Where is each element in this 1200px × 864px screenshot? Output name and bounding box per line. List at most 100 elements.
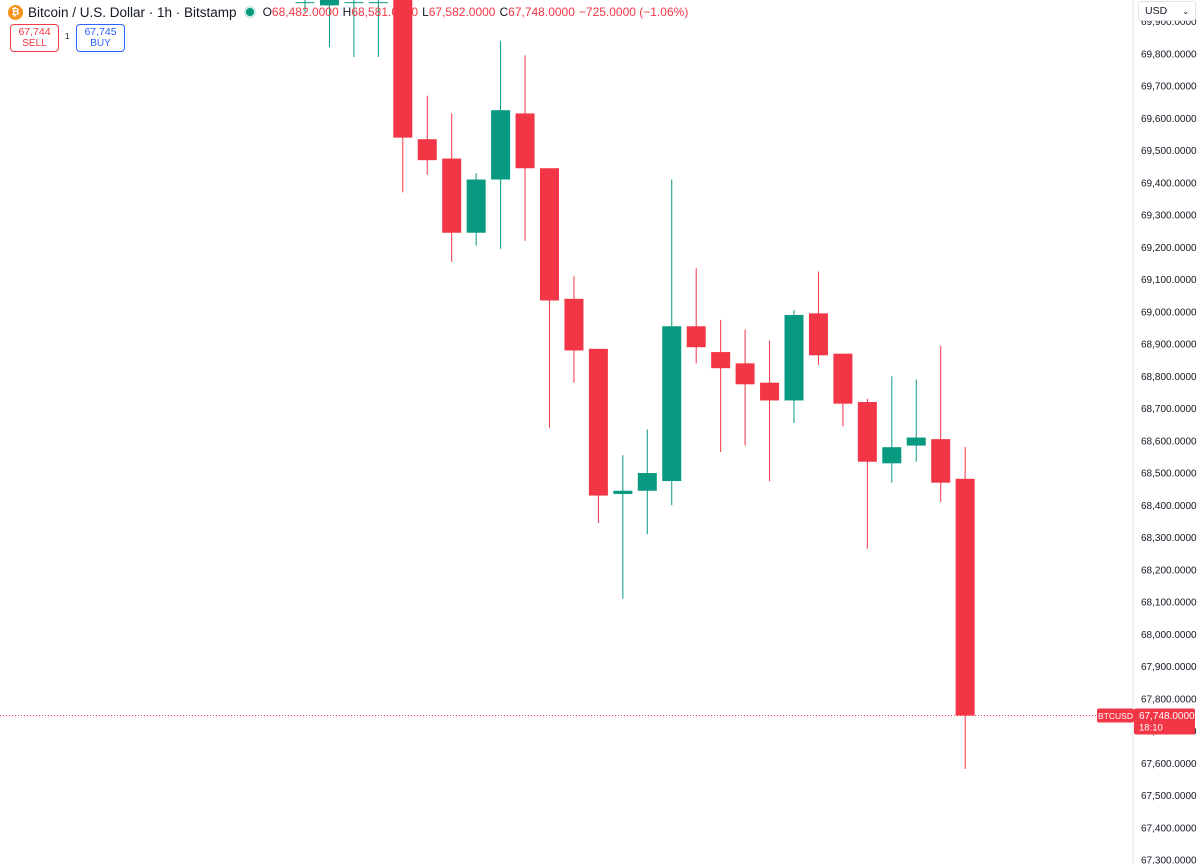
candle-body xyxy=(882,447,902,464)
candle-body xyxy=(833,353,853,404)
spread-value: 1 xyxy=(65,32,70,41)
last-price-tag xyxy=(1134,708,1195,735)
candle[interactable] xyxy=(540,168,559,428)
candle-body xyxy=(491,110,511,180)
candle-body xyxy=(686,326,706,348)
candle-body xyxy=(711,352,731,369)
ohlc-change: −725.0000 (−1.06%) xyxy=(578,5,689,19)
last-price-label: 67,748.0000 xyxy=(1139,711,1195,722)
candle-body xyxy=(735,363,755,385)
price-axis-tick-label: 68,400.0000 xyxy=(1141,501,1197,512)
ohlc-open-value: 68,482.0000 xyxy=(271,5,339,19)
symbol-title[interactable]: Bitcoin / U.S. Dollar · 1h · Bitstamp xyxy=(28,4,237,20)
candle[interactable] xyxy=(637,429,657,535)
candle[interactable] xyxy=(295,0,315,12)
candle[interactable] xyxy=(662,179,682,506)
candle[interactable] xyxy=(319,0,339,48)
candle[interactable] xyxy=(833,353,853,427)
candle[interactable] xyxy=(784,310,804,424)
ohlc-open-label: O xyxy=(262,5,272,19)
symbol-tag-label: BTCUSD xyxy=(1098,711,1133,721)
candle-body xyxy=(637,473,657,491)
candle-body xyxy=(515,113,535,169)
ohlc-high-value: 68,581.0000 xyxy=(351,5,419,19)
price-axis-tick-label: 68,300.0000 xyxy=(1141,533,1197,544)
price-axis-tick-label: 68,200.0000 xyxy=(1141,565,1197,576)
candle[interactable] xyxy=(417,95,437,175)
candle-body xyxy=(417,139,437,161)
candle-body xyxy=(466,179,486,233)
ohlc-low-value: 67,582.0000 xyxy=(428,5,496,19)
symbol-tag xyxy=(1097,708,1134,723)
currency-value: USD xyxy=(1145,5,1168,17)
candle-body xyxy=(955,478,975,716)
candle[interactable] xyxy=(344,0,364,57)
price-axis-tick-label: 68,900.0000 xyxy=(1141,340,1197,351)
price-axis-tick-label: 69,300.0000 xyxy=(1141,211,1197,222)
buy-price: 67,745 xyxy=(84,26,117,38)
price-axis-tick-label: 68,700.0000 xyxy=(1141,404,1197,415)
candles-group xyxy=(295,0,975,770)
candle-body xyxy=(588,348,608,496)
bitcoin-icon: ₿ xyxy=(8,4,23,20)
candle[interactable] xyxy=(588,348,608,523)
price-axis-tick-label: 69,000.0000 xyxy=(1141,307,1197,318)
candle[interactable] xyxy=(711,319,731,453)
candle[interactable] xyxy=(686,268,706,364)
price-axis-tick-label: 67,800.0000 xyxy=(1141,694,1197,705)
candle[interactable] xyxy=(393,0,413,193)
candle[interactable] xyxy=(515,55,535,241)
price-axis-tick-label: 69,900.0000 xyxy=(1141,17,1197,28)
candle-body xyxy=(784,314,804,401)
sell-button[interactable]: 67,744 SELL xyxy=(10,24,59,52)
candle[interactable] xyxy=(906,379,926,462)
price-axis-tick-label: 68,000.0000 xyxy=(1141,630,1197,641)
candle[interactable] xyxy=(466,173,486,246)
ohlc-low-label: L xyxy=(422,5,429,19)
candle[interactable] xyxy=(442,113,462,262)
ohlc-high-label: H xyxy=(342,5,352,19)
candle[interactable] xyxy=(882,376,902,483)
price-axis-tick-label: 69,600.0000 xyxy=(1141,114,1197,125)
chevron-down-icon: ⌄ xyxy=(1182,6,1189,16)
candle[interactable] xyxy=(735,329,755,446)
ohlc-close-label: C xyxy=(499,5,509,19)
buy-button[interactable]: 67,745 BUY xyxy=(76,24,125,52)
price-axis-tick-label: 67,600.0000 xyxy=(1141,759,1197,770)
candle-body xyxy=(808,313,828,356)
candle-body xyxy=(613,490,633,494)
price-axis-tick-label: 68,500.0000 xyxy=(1141,469,1197,480)
candle-body xyxy=(319,0,339,6)
price-axis-tick-label: 68,100.0000 xyxy=(1141,598,1197,609)
price-axis-tick-label: 69,200.0000 xyxy=(1141,243,1197,254)
candle[interactable] xyxy=(613,455,633,599)
price-axis-tick-label: 69,800.0000 xyxy=(1141,49,1197,60)
candle[interactable] xyxy=(368,0,388,57)
candle-body xyxy=(295,2,315,4)
price-axis-tick-label: 67,300.0000 xyxy=(1141,856,1197,864)
candle[interactable] xyxy=(955,446,975,770)
candle-body xyxy=(906,437,926,446)
candle[interactable] xyxy=(760,340,780,482)
candle-body xyxy=(540,168,559,301)
candle-countdown-label: 18:10 xyxy=(1139,723,1163,734)
buy-label: BUY xyxy=(90,38,111,49)
candle[interactable] xyxy=(931,345,951,503)
candle[interactable] xyxy=(857,398,877,549)
candle-body xyxy=(760,382,780,401)
market-status-icon[interactable] xyxy=(245,8,254,16)
candle[interactable] xyxy=(564,276,584,383)
candle[interactable] xyxy=(808,271,828,365)
currency-select[interactable]: USD ⌄ xyxy=(1138,1,1196,21)
candle[interactable] xyxy=(491,40,511,249)
candle-body xyxy=(393,0,413,138)
ohlc-close-value: 67,748.0000 xyxy=(508,5,575,19)
sell-label: SELL xyxy=(22,38,47,49)
candle-body xyxy=(857,402,877,462)
candle-body xyxy=(442,158,462,233)
price-axis-tick-label: 69,100.0000 xyxy=(1141,275,1197,286)
price-axis-tick-label: 69,400.0000 xyxy=(1141,178,1197,189)
sell-price: 67,744 xyxy=(18,26,51,38)
